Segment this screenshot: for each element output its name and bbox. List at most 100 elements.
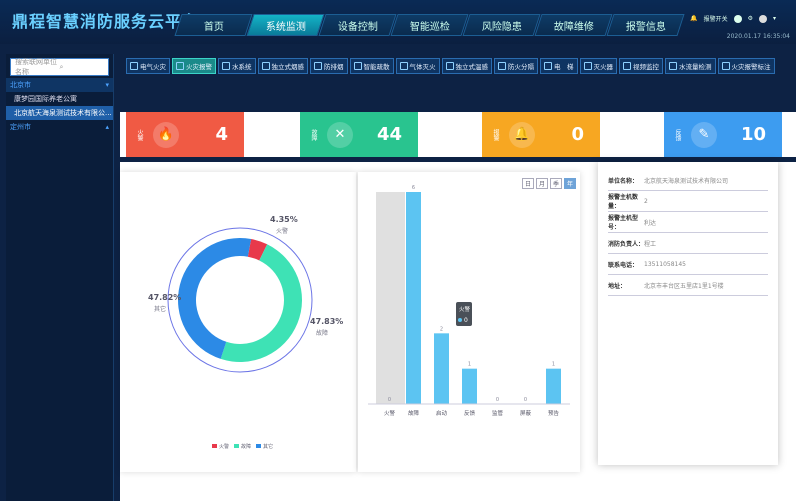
toolbar-button-9[interactable]: 电 梯 — [540, 58, 578, 74]
nav-tab-1[interactable]: 系统监测 — [246, 14, 325, 36]
toolbar-button-7[interactable]: 独立式温感 — [441, 58, 492, 74]
nav-tab-6[interactable]: 报警信息 — [606, 14, 685, 36]
info-value: 利达 — [644, 219, 657, 227]
toolbar-button-label: 防排烟 — [324, 63, 344, 71]
period-button[interactable]: 日 — [522, 178, 534, 189]
toolbar-button-4[interactable]: 防排烟 — [310, 58, 348, 74]
period-button[interactable]: 季 — [550, 178, 562, 189]
fault-card[interactable]: 故障 ✕ 44 — [300, 112, 418, 157]
toolbar-button-label: 电气火灾 — [140, 63, 166, 71]
city-item-dingzhou[interactable]: 定州市 ▴ — [6, 120, 113, 134]
info-key: 地址： — [608, 282, 627, 290]
nav-tab-0[interactable]: 首页 — [174, 14, 253, 36]
toolbar-button-3[interactable]: 独立式烟感 — [257, 58, 308, 74]
system-icon — [261, 62, 270, 70]
city-label: 定州市 — [10, 123, 31, 131]
nav-tab-4[interactable]: 风险隐患 — [462, 14, 541, 36]
toolbar-button-6[interactable]: 气体灭火 — [395, 58, 440, 74]
nav-tab-label: 智能巡检 — [409, 21, 450, 33]
card-label: 火警 — [136, 128, 143, 141]
search-icon[interactable]: ⌕ — [59, 62, 64, 71]
card-value: 0 — [571, 124, 584, 145]
bar-category-label: 故障 — [408, 409, 420, 417]
info-key: 单位名称： — [608, 177, 639, 185]
bar — [406, 192, 421, 404]
card-label: 反馈 — [674, 128, 681, 141]
info-value: 2 — [644, 197, 648, 205]
nav-tab-2[interactable]: 设备控制 — [318, 14, 397, 36]
alarm-toggle[interactable] — [733, 14, 742, 23]
toolbar-button-0[interactable]: 电气火灾 — [126, 58, 170, 74]
settings-icon[interactable]: ⚙ — [747, 15, 753, 22]
toolbar-button-10[interactable]: 灭火器 — [579, 58, 617, 74]
donut-chart-card: 4.35% 火警 47.83% 故障 47.82% 其它 火警 故障 其它 — [120, 172, 356, 472]
tooltip-name: 火警 — [459, 305, 471, 313]
toolbar-button-8[interactable]: 防火分隔 — [494, 58, 538, 74]
info-key: 消防负责人： — [608, 240, 645, 248]
info-value: 程工 — [644, 240, 657, 248]
bar-value-label: 0 — [388, 397, 391, 403]
legend-label: 火警 — [219, 443, 229, 450]
site-item[interactable]: 康梦园国际养老公寓 — [14, 95, 77, 103]
site-item-selected[interactable]: 北京航天海泉测试技术有限公... — [6, 106, 113, 120]
feedback-card[interactable]: 反馈 ✎ 10 — [664, 112, 782, 157]
toolbar-button-2[interactable]: 水系统 — [218, 58, 256, 74]
donut-pct-label: 47.83% — [310, 317, 343, 326]
info-key: 报警主机数量： — [608, 194, 639, 210]
info-row: 单位名称： 北京航天海泉测试技术有限公司 — [608, 170, 768, 191]
info-key: 报警主机型号： — [608, 215, 639, 231]
fire-alarm-card[interactable]: 火警 🔥 4 — [126, 112, 244, 157]
chevron-up-icon: ▴ — [105, 123, 109, 131]
period-switch: 日月季年 — [522, 178, 576, 189]
system-icon — [399, 62, 408, 70]
toolbar-button-1[interactable]: 火灾报警 — [172, 58, 216, 74]
bar — [462, 368, 477, 404]
period-button[interactable]: 年 — [564, 178, 576, 189]
legend-label: 故障 — [241, 443, 251, 450]
card-label: 故障 — [310, 128, 317, 141]
nav-tab-3[interactable]: 智能巡检 — [390, 14, 469, 36]
system-icon — [669, 62, 677, 70]
system-icon — [353, 62, 362, 70]
tooltip-value: 0 — [464, 317, 468, 324]
nav-tab-label: 首页 — [203, 21, 224, 33]
bell-icon: 🔔 — [509, 121, 535, 148]
card-value: 4 — [215, 124, 228, 145]
chevron-down-icon[interactable]: ▾ — [772, 15, 776, 22]
alarm-switch-label: 报警开关 — [703, 16, 728, 23]
card-label: 报警 — [492, 128, 499, 141]
info-row: 报警主机数量： 2 — [608, 191, 768, 212]
toolbar-button-11[interactable]: 视频监控 — [619, 58, 663, 74]
period-button[interactable]: 月 — [536, 178, 548, 189]
toolbar-button-label: 智能疏散 — [363, 63, 390, 71]
bar-category-label: 反馈 — [464, 409, 476, 417]
donut-slice-name: 其它 — [154, 305, 166, 313]
user-bar: 🔔 报警开关 ⚙ ▾ — [690, 14, 776, 23]
legend-swatch — [212, 444, 217, 448]
alarm-icon[interactable]: 🔔 — [690, 15, 698, 22]
system-icon — [222, 62, 230, 70]
bar — [546, 368, 561, 404]
main-area: 电气火灾 火灾报警 水系统 独立式烟感 防排烟 智能疏散 气体灭火 独立式温感 防火分隔 电 梯 灭… — [120, 54, 796, 501]
donut-outer-ring — [167, 227, 313, 373]
bar-category-label: 监管 — [492, 409, 504, 417]
toolbar-button-5[interactable]: 智能疏散 — [349, 58, 394, 74]
system-icon — [314, 62, 322, 70]
toolbar-button-12[interactable]: 水流量检测 — [665, 58, 716, 74]
bar-value-label: 6 — [412, 185, 415, 191]
nav-tab-label: 故障维修 — [553, 21, 594, 33]
system-icon — [498, 62, 506, 70]
search-input[interactable]: 搜索联网单位名称 — [15, 58, 57, 76]
avatar[interactable] — [758, 14, 767, 23]
nav-tab-5[interactable]: 故障维修 — [534, 14, 613, 36]
bar-value-label: 0 — [496, 397, 499, 403]
info-value: 北京市丰台区五里店1里1号楼 — [644, 282, 724, 290]
city-item-beijing[interactable]: 北京市 ▾ — [6, 78, 113, 92]
bar-value-label: 0 — [524, 397, 527, 403]
search-box[interactable]: 搜索联网单位名称 ⌕ — [10, 58, 109, 76]
donut-slice — [178, 238, 252, 359]
toolbar-button-13[interactable]: 火灾报警标注 — [717, 58, 775, 74]
stat-cards: 火警 🔥 4 故障 ✕ 44 报警 🔔 0 反馈 ✎ 10 — [120, 112, 796, 157]
alarm-card[interactable]: 报警 🔔 0 — [482, 112, 600, 157]
